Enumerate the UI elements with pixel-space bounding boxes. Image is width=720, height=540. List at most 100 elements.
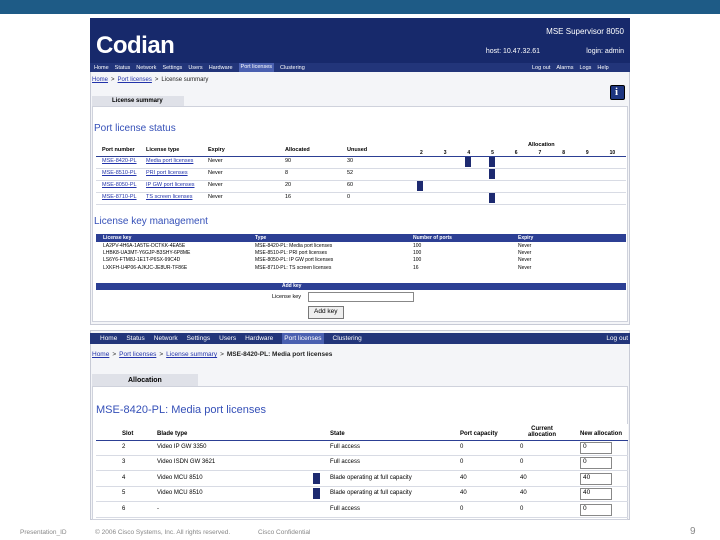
nav-item[interactable]: Alarms [556, 64, 574, 71]
nav-item[interactable]: Home [100, 335, 118, 342]
logo: Codian [96, 32, 175, 59]
table-cell: LHBK8-UA3MT-Y6GJP-B3SHY-6P8ME [103, 250, 191, 257]
table-cell: 0 [460, 459, 464, 466]
top-stripe [0, 0, 720, 14]
table-link[interactable]: IP GW port licenses [146, 182, 195, 188]
text-input[interactable] [580, 472, 612, 485]
allocation-scale-label: 7 [538, 150, 542, 156]
nav-item[interactable]: Users [188, 64, 203, 71]
nav-item[interactable]: Port licenses [282, 333, 324, 344]
button[interactable]: Add key [308, 306, 344, 319]
host: host: 10.47.32.61 [485, 48, 540, 55]
table-cell: 100 [413, 257, 422, 264]
text-input[interactable] [580, 503, 612, 516]
text-input[interactable] [580, 457, 612, 470]
table-cell: MSE-8510-PL: PRI port licenses [255, 250, 327, 257]
table-cell: 90 [285, 158, 292, 164]
breadcrumb-link[interactable]: License summary [166, 351, 218, 358]
table-cell: 3 [122, 459, 126, 466]
breadcrumb-link[interactable]: Port licenses [117, 77, 152, 83]
status-indicator [313, 488, 320, 500]
table-cell: 0 [520, 505, 524, 512]
nav-item[interactable]: Clustering [280, 64, 305, 71]
column-header: New allocation [580, 431, 623, 437]
breadcrumb-link[interactable]: Home [92, 77, 109, 83]
table-link[interactable]: MSE-8420-PL [102, 158, 137, 164]
tab-label: Allocation [128, 377, 162, 384]
nav-item[interactable]: Hardware [208, 64, 233, 71]
nav-item[interactable]: Port licenses [238, 63, 275, 72]
breadcrumb-link[interactable]: Port licenses [119, 351, 157, 358]
section-header: Add key [282, 283, 302, 289]
allocation-scale-label: 2 [420, 150, 423, 156]
nav-item[interactable]: Status [114, 64, 131, 71]
table-link[interactable]: Media port licenses [146, 158, 194, 164]
column-header: Expiry [208, 147, 225, 153]
input-value: 40 [583, 473, 591, 481]
nav-item[interactable]: Help [597, 64, 609, 71]
table-cell: 20 [285, 182, 292, 188]
table-cell: 16 [413, 264, 419, 271]
row-divider [96, 204, 626, 205]
nav-item[interactable]: Settings [162, 64, 183, 71]
table-cell: LS6Y6-FTM8J-1E1T-P6SX-99C4D [103, 257, 181, 264]
nav-item[interactable]: Status [126, 335, 145, 342]
text-input[interactable] [580, 442, 612, 454]
column-header: Current allocation [527, 426, 556, 438]
nav-item[interactable]: Settings [186, 335, 211, 342]
table-cell: LA2PV-4H6A-1A5TE-DCTKK-4EA5E [103, 243, 186, 249]
nav-item[interactable]: Log out [532, 64, 551, 71]
allocation-block [465, 157, 471, 167]
nav-item[interactable]: Network [136, 64, 157, 71]
header-bar [90, 18, 630, 63]
allocation-scale-label: 5 [491, 150, 494, 156]
nav-item[interactable]: Users [219, 335, 237, 342]
column-header: Slot [122, 431, 134, 437]
info-icon-glyph: i [615, 86, 619, 98]
input-value: 40 [583, 489, 591, 497]
table-header [96, 424, 628, 440]
nav-item[interactable]: Network [153, 335, 178, 342]
breadcrumb: Home > Port licenses > License summary [92, 77, 208, 83]
nav-item[interactable]: Log out [606, 335, 628, 342]
table-cell: 0 [520, 459, 524, 466]
nav-item[interactable]: Hardware [245, 335, 274, 342]
nav-item[interactable]: Home [94, 64, 109, 71]
table-cell: 8 [285, 170, 289, 176]
table-link[interactable]: MSE-8710-PL [102, 194, 137, 200]
table-link[interactable]: MSE-8050-PL [102, 182, 137, 188]
table-header-bar [96, 143, 626, 146]
table-cell: Never [208, 194, 223, 200]
table-cell: - [157, 505, 159, 512]
table-cell: 5 [122, 490, 126, 497]
table-cell: MSE-8710-PL: TS screen licenses [255, 264, 332, 271]
input-value: 0 [583, 458, 587, 466]
table-cell: 52 [347, 170, 354, 176]
table-cell: 2 [122, 444, 126, 450]
table-cell: 16 [285, 194, 292, 200]
table-cell: Never [208, 182, 223, 188]
nav-menu: Home Status Network Settings Users Hardware Po… [100, 333, 362, 344]
table-cell: Never [518, 264, 532, 271]
table-cell: Full access [330, 459, 361, 466]
nav-item[interactable]: Logs [579, 64, 592, 71]
product-name: MSE Supervisor 8050 [546, 27, 624, 36]
table-link[interactable]: MSE-8510-PL [102, 170, 137, 176]
table-link[interactable]: TS screen licenses [146, 194, 193, 200]
table-cell: 40 [460, 490, 467, 497]
table-link[interactable]: PRI port licenses [146, 170, 188, 176]
input-value: 0 [583, 443, 587, 450]
table-header-line [96, 440, 628, 441]
row-divider [96, 192, 626, 193]
table-cell: Never [518, 257, 532, 264]
table-cell: 40 [520, 490, 527, 497]
nav-item[interactable]: Clustering [332, 335, 362, 342]
table-cell: 0 [460, 444, 464, 450]
text-input[interactable] [580, 488, 612, 501]
text-input[interactable] [308, 292, 414, 302]
table-cell: 0 [460, 505, 464, 512]
column-header: Allocation [528, 142, 555, 148]
input-value: 0 [583, 504, 587, 512]
breadcrumb-link[interactable]: Home [92, 351, 110, 358]
